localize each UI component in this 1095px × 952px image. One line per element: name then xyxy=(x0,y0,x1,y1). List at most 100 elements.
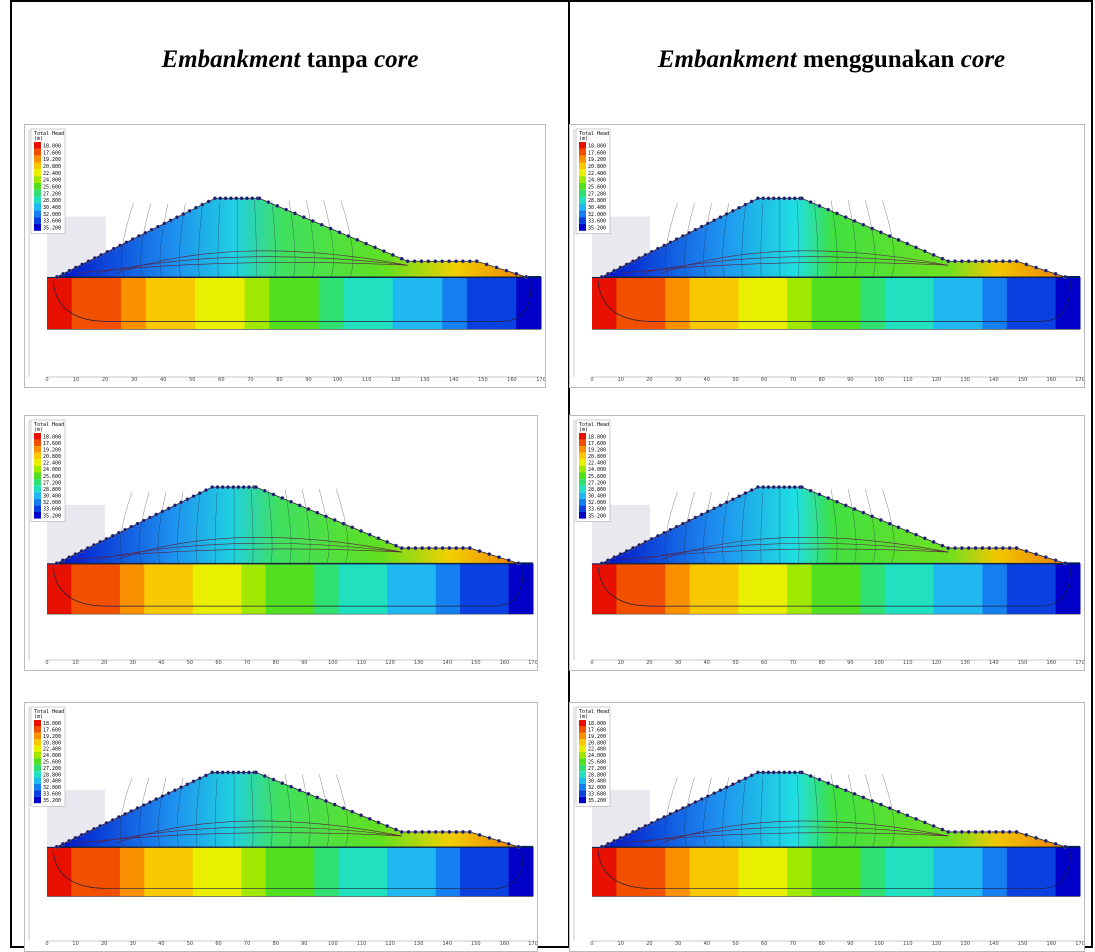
equipotential-line xyxy=(214,492,218,564)
boundary-node xyxy=(110,818,115,823)
equipotential-line xyxy=(830,489,838,564)
boundary-node xyxy=(914,245,918,250)
legend-swatch xyxy=(579,796,586,804)
x-tick-label: 20 xyxy=(646,941,652,947)
legend-swatch xyxy=(579,771,586,778)
x-tick-label: 80 xyxy=(818,377,824,383)
boundary-node xyxy=(376,536,381,541)
boundary-node xyxy=(931,253,936,257)
boundary-node xyxy=(612,555,617,560)
boundary-node xyxy=(197,776,202,781)
boundary-node xyxy=(236,485,241,490)
boundary-node xyxy=(315,510,320,515)
equipotential-line xyxy=(159,203,169,278)
boundary-node xyxy=(73,835,78,840)
foundation-band xyxy=(265,846,291,897)
boundary-node xyxy=(477,832,482,837)
x-tick-label: 80 xyxy=(276,377,282,383)
boundary-node xyxy=(85,830,90,834)
boundary-node xyxy=(413,546,418,551)
foundation-band xyxy=(435,846,461,897)
boundary-node xyxy=(289,499,293,504)
boundary-node xyxy=(54,844,59,849)
boundary-node xyxy=(699,512,704,517)
x-tick-label: 150 xyxy=(1018,941,1028,947)
equipotential-line xyxy=(214,777,218,847)
flow-line xyxy=(116,250,408,274)
seepage-panel-right-3: Total Head (m) 18.000 17.600 19.200 20.800 22.… xyxy=(569,702,1085,952)
flow-line xyxy=(661,250,949,274)
foundation-band xyxy=(958,276,983,330)
x-tick-label: 60 xyxy=(761,660,767,666)
boundary-node xyxy=(185,782,190,787)
foundation-band xyxy=(1055,563,1081,615)
boundary-node xyxy=(1000,259,1005,264)
boundary-node xyxy=(606,271,610,276)
header-right-em1: Embankment xyxy=(657,46,797,73)
boundary-node xyxy=(693,800,698,805)
foundation-band xyxy=(689,276,715,330)
x-tick-label: 30 xyxy=(131,377,137,383)
equipotential-line xyxy=(865,200,876,278)
boundary-node xyxy=(693,515,698,520)
legend-value: 28.800 xyxy=(43,198,61,204)
foundation-band xyxy=(290,563,315,615)
boundary-node xyxy=(289,784,293,789)
boundary-node xyxy=(85,546,90,551)
boundary-node xyxy=(359,529,363,533)
boundary-node xyxy=(385,824,390,828)
legend-swatch xyxy=(34,505,41,513)
foundation-band xyxy=(460,563,485,615)
foundation-band xyxy=(592,846,617,897)
foundation-band xyxy=(933,563,959,615)
boundary-node xyxy=(1053,841,1058,846)
header-left-em2: core xyxy=(374,46,419,73)
x-tick-label: 170 xyxy=(528,941,537,947)
boundary-node xyxy=(637,256,642,261)
boundary-node xyxy=(484,262,489,267)
boundary-node xyxy=(662,243,667,248)
x-tick-label: 60 xyxy=(761,941,767,947)
legend-swatch xyxy=(579,732,586,740)
x-tick-label: 120 xyxy=(385,941,395,947)
flow-line xyxy=(661,820,949,844)
boundary-node xyxy=(612,268,617,273)
legend-swatch xyxy=(34,790,41,797)
boundary-node xyxy=(705,221,710,226)
boundary-node xyxy=(110,533,115,538)
foundation-band xyxy=(811,563,837,615)
legend-swatch xyxy=(579,203,586,211)
boundary-node xyxy=(861,222,866,227)
boundary-node xyxy=(843,215,848,220)
boundary-node xyxy=(712,791,717,796)
flow-line xyxy=(116,537,402,560)
boundary-node xyxy=(143,230,148,235)
embankment xyxy=(601,197,1066,278)
boundary-node xyxy=(712,218,717,223)
legend-swatch xyxy=(579,784,586,791)
boundary-node xyxy=(624,549,629,554)
foundation-band xyxy=(665,846,691,897)
legend-swatch xyxy=(34,752,41,759)
boundary-node xyxy=(1024,549,1029,554)
boundary-node xyxy=(766,770,771,775)
boundary-node xyxy=(953,830,958,834)
boundary-node xyxy=(141,803,146,808)
x-tick-label: 0 xyxy=(590,660,593,666)
legend-value: 33.600 xyxy=(588,507,606,513)
x-tick-label: 50 xyxy=(187,941,193,947)
boundary-node xyxy=(234,196,239,201)
x-tick-label: 100 xyxy=(874,377,884,383)
equipotential-line xyxy=(813,489,819,564)
foundation-band xyxy=(417,276,443,330)
boundary-node xyxy=(771,770,776,775)
legend-value: 27.200 xyxy=(43,191,61,197)
boundary-node xyxy=(737,494,742,499)
foundation-band xyxy=(442,276,468,330)
legend-value: 22.400 xyxy=(588,461,606,467)
foundation-band xyxy=(484,846,510,897)
boundary-node xyxy=(427,546,431,551)
legend-swatch xyxy=(34,217,41,224)
foundation-band xyxy=(836,563,861,615)
boundary-node xyxy=(213,196,217,201)
